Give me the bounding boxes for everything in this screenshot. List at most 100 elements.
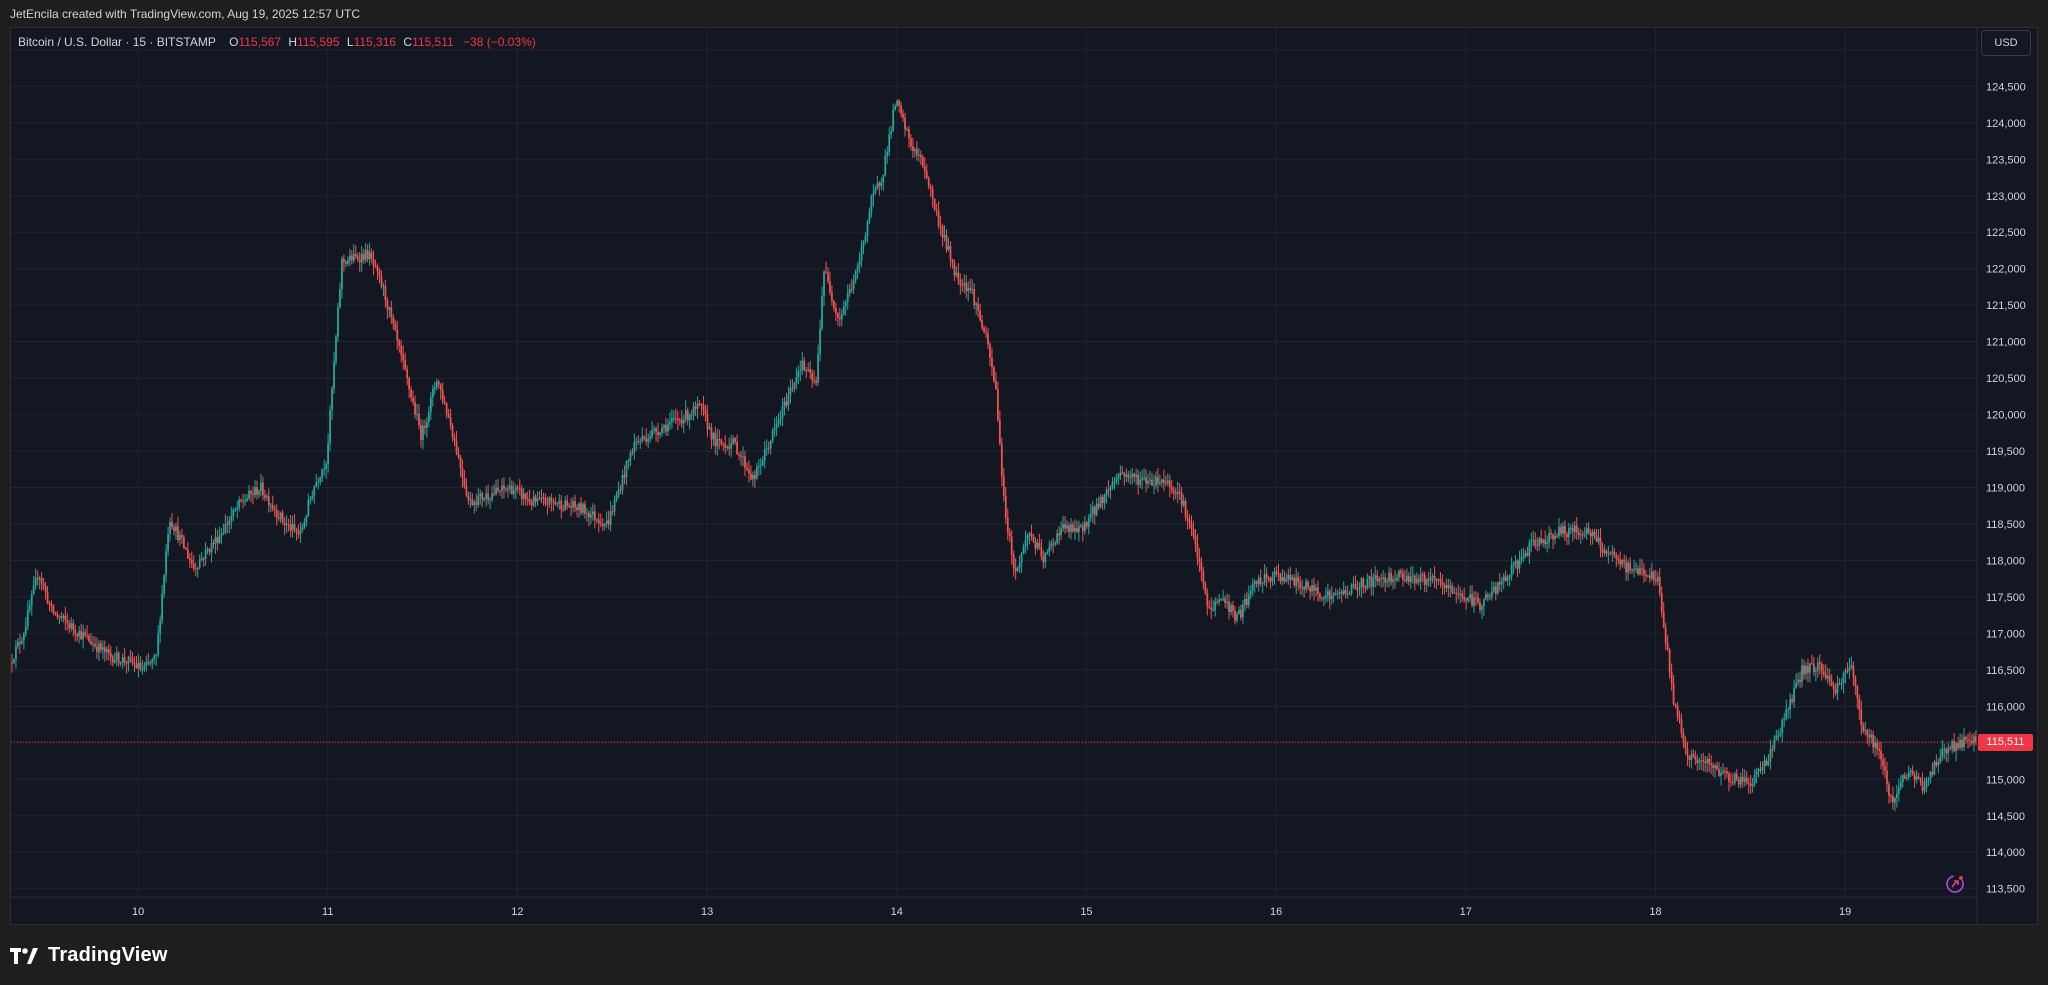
candle-body xyxy=(1737,779,1740,785)
candle-body xyxy=(40,577,43,584)
tradingview-logo[interactable]: TradingView xyxy=(10,944,168,967)
candle-body xyxy=(510,485,513,495)
candle-body xyxy=(1072,524,1074,532)
candle-body xyxy=(757,465,760,468)
candle-body xyxy=(463,477,466,487)
price-tick-label: 124,000 xyxy=(1986,118,2026,130)
candle-body xyxy=(453,437,456,441)
candle-body xyxy=(649,436,652,440)
candle-body xyxy=(1609,552,1612,554)
low-value: 115,316 xyxy=(353,35,397,49)
candle-body xyxy=(663,425,665,429)
candle-body xyxy=(1747,783,1750,785)
candle-body xyxy=(678,420,681,422)
candle-body xyxy=(1573,525,1576,532)
candle-body xyxy=(1305,581,1308,590)
candle-body xyxy=(60,616,63,618)
candle-body xyxy=(505,488,507,490)
candle-body xyxy=(848,288,851,294)
candle-series xyxy=(11,99,1977,812)
candle-body xyxy=(321,469,324,478)
candle-body xyxy=(670,418,673,422)
candle-body xyxy=(846,293,849,303)
candle-body xyxy=(38,577,41,580)
candle-body xyxy=(878,183,881,186)
currency-button[interactable]: USD xyxy=(1981,30,2031,56)
candle-body xyxy=(1848,667,1851,672)
candle-body xyxy=(1639,568,1641,575)
candle-body xyxy=(943,234,946,238)
candle-body xyxy=(317,481,320,483)
candle-body xyxy=(467,495,470,500)
candle-body xyxy=(1864,730,1867,732)
candle-body xyxy=(230,516,233,522)
candle-body xyxy=(1283,577,1286,582)
candle-body xyxy=(1157,476,1159,484)
candle-body xyxy=(252,493,254,496)
candle-body xyxy=(1113,481,1116,483)
candle-body xyxy=(949,246,952,260)
candle-body xyxy=(1812,663,1815,672)
candle-body xyxy=(1921,781,1924,791)
candle-body xyxy=(1945,748,1948,754)
candle-body xyxy=(923,166,926,172)
candle-body xyxy=(92,643,94,645)
candle-body xyxy=(1214,601,1217,610)
candle-body xyxy=(1587,528,1590,533)
candlestick-chart[interactable]: 113,500114,000114,500115,000115,500116,0… xyxy=(0,0,2048,925)
candle-body xyxy=(1599,537,1602,549)
candle-body xyxy=(1479,602,1481,610)
candle-body xyxy=(26,609,29,627)
candle-body xyxy=(1603,550,1606,553)
candle-body xyxy=(32,585,35,595)
candle-body xyxy=(576,507,578,511)
candle-body xyxy=(542,497,545,499)
candle-body xyxy=(1313,585,1315,591)
price-tick-label: 123,500 xyxy=(1986,154,2026,166)
high-label: H xyxy=(288,35,298,49)
candle-body xyxy=(181,535,183,538)
candle-body xyxy=(1759,769,1762,771)
price-tick-label: 119,500 xyxy=(1986,446,2025,458)
candle-body xyxy=(167,534,169,551)
price-tick-label: 121,000 xyxy=(1986,337,2026,349)
candle-body xyxy=(1915,776,1918,780)
candle-body xyxy=(1376,575,1379,582)
candle-body xyxy=(694,406,697,409)
candle-body xyxy=(1670,671,1673,683)
candle-body xyxy=(738,454,740,456)
candle-body xyxy=(372,258,375,266)
candle-body xyxy=(769,440,772,449)
candle-body xyxy=(629,452,632,461)
candle-body xyxy=(1261,582,1264,584)
candle-body xyxy=(795,377,798,384)
chart-frame[interactable] xyxy=(10,27,2038,925)
candle-body xyxy=(412,397,414,403)
candle-body xyxy=(637,441,640,443)
candle-body xyxy=(1471,594,1473,606)
candle-body xyxy=(1024,539,1027,547)
symbol-legend: Bitcoin / U.S. Dollar · 15 · BITSTAMP O1… xyxy=(18,35,536,49)
candle-body xyxy=(1846,670,1849,672)
candle-body xyxy=(1326,591,1329,596)
candle-body xyxy=(546,503,549,505)
candle-body xyxy=(1672,682,1675,705)
candle-body xyxy=(1560,526,1562,534)
candle-body xyxy=(475,502,478,506)
candle-body xyxy=(1433,575,1436,581)
candle-body xyxy=(186,549,189,559)
candle-body xyxy=(1194,535,1197,544)
candle-body xyxy=(880,181,883,186)
candle-body xyxy=(1494,586,1497,594)
sparkle-icon[interactable] xyxy=(1943,872,1967,896)
candle-body xyxy=(734,438,737,443)
candle-body xyxy=(584,504,586,514)
candle-body xyxy=(1277,573,1280,575)
candle-body xyxy=(481,493,484,500)
candle-body xyxy=(1105,489,1108,495)
candle-body xyxy=(1664,626,1667,643)
candle-body xyxy=(1716,765,1718,770)
candle-body xyxy=(1643,569,1645,575)
candle-body xyxy=(1243,598,1246,605)
candle-body xyxy=(364,250,367,261)
